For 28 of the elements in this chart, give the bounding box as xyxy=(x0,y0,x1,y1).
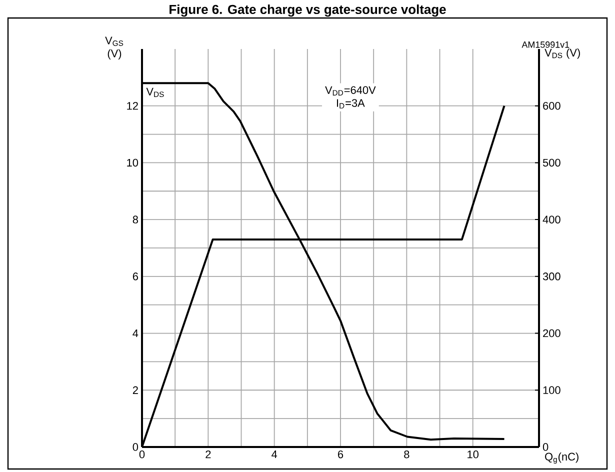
x-axis-title: Q$_{g}$(nC) xyxy=(545,452,578,464)
series-label: V$_{DS}$ xyxy=(146,88,164,98)
annotation: I$_{D}$=3A xyxy=(337,99,365,108)
x-tick-label: 6 xyxy=(338,450,344,458)
y2-tick-label: 300 xyxy=(542,272,560,280)
x-tick-label: 4 xyxy=(272,450,278,458)
y-tick-label: 10 xyxy=(127,158,138,167)
annotation: V$_{DD}$=640V xyxy=(325,86,376,96)
x-tick-label: 2 xyxy=(206,450,211,458)
y-tick-label: 2 xyxy=(132,386,138,394)
y-tick-label: 8 xyxy=(132,216,138,224)
y2-tick-label: 600 xyxy=(543,102,560,110)
y-axis-title: V$_{GS}$ (V) xyxy=(105,36,124,60)
x-tick-label: 0 xyxy=(139,450,145,458)
y2-tick-label: 200 xyxy=(543,329,560,338)
text: AM15991v1 xyxy=(522,41,570,48)
y-tick-label: 6 xyxy=(132,272,138,280)
y-tick-label: 0 xyxy=(132,443,138,451)
y2-tick-label: 0 xyxy=(542,443,548,451)
chart-title: Figure 6. Gate charge vs gate-source voltage xyxy=(170,4,446,17)
y2-axis-title: V$_{DS}$ (V) xyxy=(544,48,580,59)
y2-tick-label: 500 xyxy=(542,158,560,167)
x-tick-label: 10 xyxy=(468,450,478,458)
y-tick-label: 12 xyxy=(127,102,138,110)
x-tick-label: 8 xyxy=(404,450,410,458)
y2-tick-label: 100 xyxy=(543,386,560,394)
y-tick-label: 4 xyxy=(132,330,138,338)
y2-tick-label: 400 xyxy=(542,216,560,224)
